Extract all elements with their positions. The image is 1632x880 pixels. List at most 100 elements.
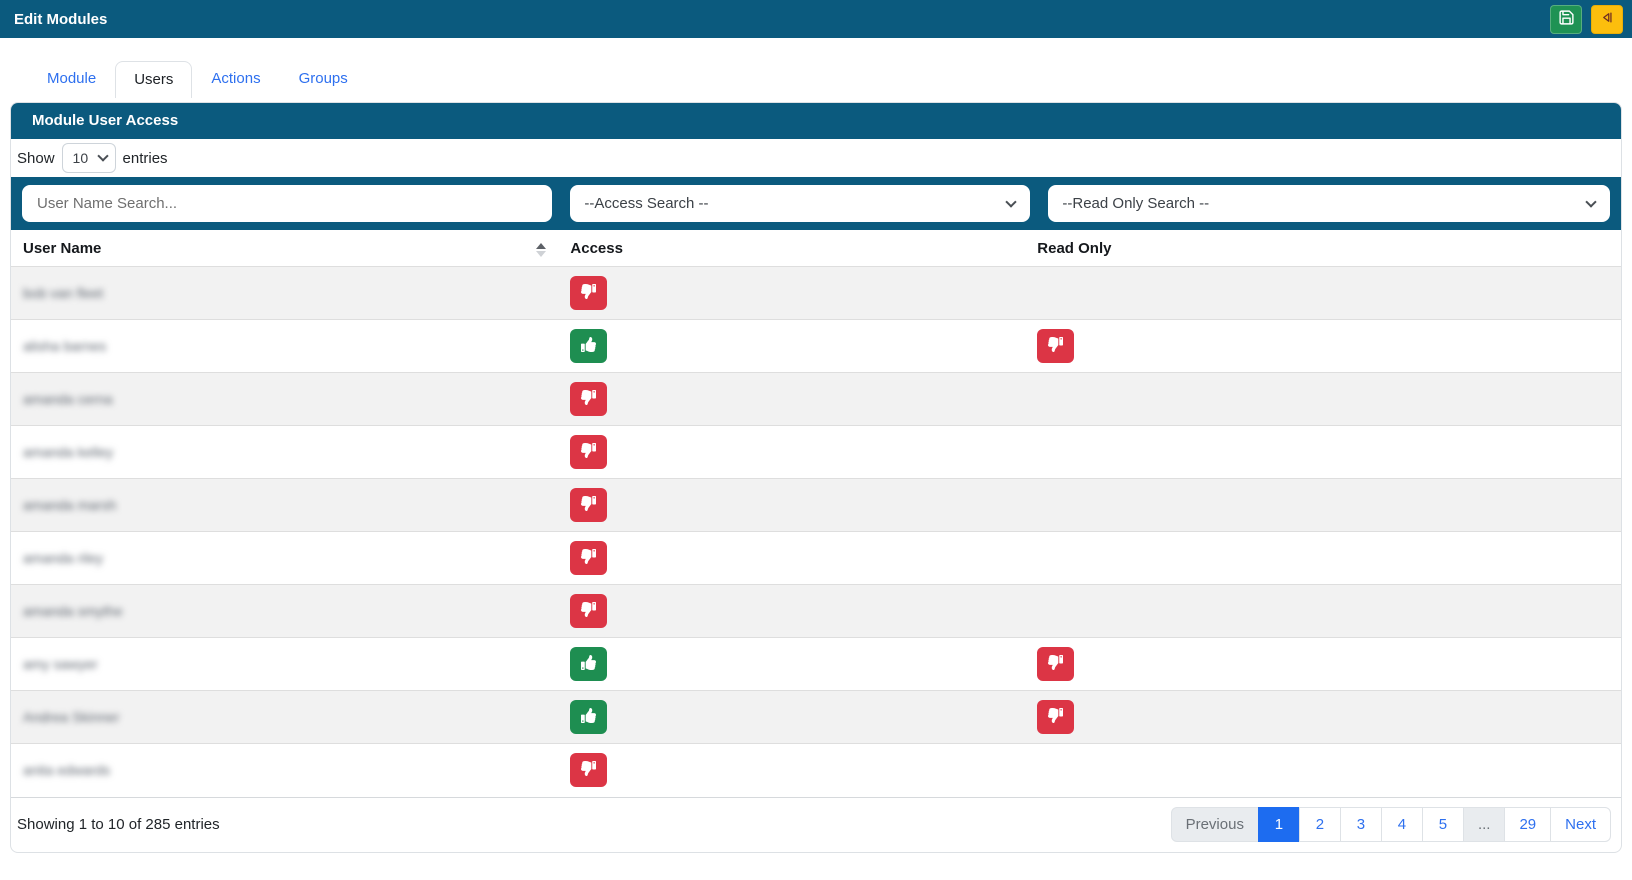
- access-cell: [558, 744, 1025, 797]
- page-length-control: Show 10 entries: [11, 139, 1621, 177]
- read-only-cell: [1025, 532, 1621, 585]
- filter-strip: --Access Search -- --Read Only Search --: [11, 177, 1621, 230]
- access-cell: [558, 373, 1025, 426]
- access-cell: [558, 426, 1025, 479]
- save-icon: [1558, 9, 1575, 29]
- table-row: amanda riley: [11, 531, 1621, 585]
- access-deny-button[interactable]: [570, 435, 608, 469]
- thumbs-down-icon: [581, 443, 597, 461]
- redacted-user-name: amanda smythe: [23, 602, 123, 619]
- user-name-cell: amanda kelley: [11, 426, 558, 479]
- page-title: Edit Modules: [14, 10, 108, 28]
- read-only-cell: [1025, 373, 1621, 426]
- entries-summary: Showing 1 to 10 of 285 entries: [17, 815, 220, 833]
- show-label: Show: [17, 149, 55, 167]
- tab-module[interactable]: Module: [47, 70, 97, 87]
- page-29[interactable]: 29: [1504, 806, 1552, 842]
- thumbs-down-icon: [581, 496, 597, 514]
- access-cell: [558, 479, 1025, 532]
- redacted-user-name: amanda riley: [23, 549, 104, 566]
- page-3[interactable]: 3: [1339, 806, 1382, 842]
- read-only-deny-button[interactable]: [1037, 700, 1075, 734]
- page-1[interactable]: 1: [1257, 806, 1300, 842]
- read-only-cell: [1025, 479, 1621, 532]
- read-only-deny-button[interactable]: [1037, 329, 1075, 363]
- user-name-search-input[interactable]: [22, 185, 553, 222]
- module-user-access-card: Module User Access Show 10 entries --Acc…: [10, 102, 1622, 853]
- access-cell: [558, 585, 1025, 638]
- access-allow-button[interactable]: [570, 700, 608, 734]
- save-button[interactable]: [1550, 4, 1582, 34]
- page-2[interactable]: 2: [1298, 806, 1341, 842]
- tab-bar: Module Users Actions Groups: [28, 60, 1632, 98]
- redacted-user-name: amanda kelley: [23, 443, 114, 460]
- access-cell: [558, 320, 1025, 373]
- table-row: anita edwards: [11, 743, 1621, 797]
- column-header-access[interactable]: Access: [570, 240, 623, 257]
- access-cell: [558, 267, 1025, 320]
- thumbs-down-icon: [581, 284, 597, 302]
- thumbs-down-icon: [581, 761, 597, 779]
- redacted-user-name: alisha barnes: [23, 337, 107, 354]
- column-header-read-only[interactable]: Read Only: [1037, 240, 1112, 257]
- read-only-deny-button[interactable]: [1037, 647, 1075, 681]
- user-name-cell: bob van fleet: [11, 267, 558, 320]
- skip-back-icon: [1600, 10, 1615, 28]
- redacted-user-name: bob van fleet: [23, 284, 104, 301]
- thumbs-down-icon: [581, 390, 597, 408]
- thumbs-down-icon: [1048, 655, 1064, 673]
- page-5[interactable]: 5: [1421, 806, 1464, 842]
- page-4[interactable]: 4: [1380, 806, 1423, 842]
- pagination: Previous 1 2 3 4 5... 29 Next: [1170, 806, 1611, 842]
- access-deny-button[interactable]: [570, 276, 608, 310]
- access-deny-button[interactable]: [570, 594, 608, 628]
- sort-asc-icon: [536, 243, 547, 257]
- thumbs-up-icon: [581, 708, 597, 726]
- read-only-search-select[interactable]: --Read Only Search --: [1048, 185, 1610, 222]
- access-allow-button[interactable]: [570, 329, 608, 363]
- access-allow-button[interactable]: [570, 647, 608, 681]
- table-row: Andrea Skinner: [11, 690, 1621, 744]
- card-title: Module User Access: [11, 103, 1621, 139]
- redacted-user-name: amanda cerna: [23, 390, 113, 407]
- tab-actions[interactable]: Actions: [211, 70, 261, 87]
- access-deny-button[interactable]: [570, 488, 608, 522]
- table-row: bob van fleet: [11, 266, 1621, 320]
- table-row: amanda marsh: [11, 478, 1621, 532]
- user-access-table: User Name Access Read Only bob van fleet…: [11, 230, 1621, 797]
- access-search-select[interactable]: --Access Search --: [570, 185, 1031, 222]
- redacted-user-name: Andrea Skinner: [23, 708, 120, 725]
- access-deny-button[interactable]: [570, 753, 608, 788]
- tab-groups[interactable]: Groups: [298, 70, 348, 87]
- access-cell: [558, 691, 1025, 744]
- read-only-cell: [1025, 638, 1621, 691]
- back-button[interactable]: [1591, 4, 1623, 34]
- page-length-select[interactable]: 10: [61, 143, 116, 173]
- redacted-user-name: amy sawyer: [23, 655, 98, 672]
- table-header-row: User Name Access Read Only: [11, 230, 1621, 267]
- redacted-user-name: amanda marsh: [23, 496, 117, 513]
- access-cell: [558, 638, 1025, 691]
- user-name-cell: amanda smythe: [11, 585, 558, 638]
- navbar-buttons: [1550, 4, 1623, 34]
- user-name-cell: anita edwards: [11, 744, 558, 797]
- page-next[interactable]: Next: [1550, 806, 1611, 842]
- thumbs-up-icon: [581, 655, 597, 673]
- read-only-cell: [1025, 426, 1621, 479]
- thumbs-down-icon: [1048, 337, 1064, 355]
- access-deny-button[interactable]: [570, 541, 608, 575]
- user-name-cell: amanda riley: [11, 532, 558, 585]
- table-footer: Showing 1 to 10 of 285 entries Previous 1…: [11, 796, 1621, 852]
- thumbs-down-icon: [581, 549, 597, 567]
- tab-users[interactable]: Users: [115, 61, 193, 98]
- user-name-cell: Andrea Skinner: [11, 691, 558, 744]
- column-header-user-name[interactable]: User Name: [11, 230, 558, 267]
- access-deny-button[interactable]: [570, 382, 608, 416]
- read-only-cell: [1025, 691, 1621, 744]
- read-only-cell: [1025, 320, 1621, 373]
- read-only-cell: [1025, 585, 1621, 638]
- redacted-user-name: anita edwards: [23, 761, 111, 778]
- user-name-cell: amanda marsh: [11, 479, 558, 532]
- user-name-cell: amy sawyer: [11, 638, 558, 691]
- table-row: amanda kelley: [11, 425, 1621, 479]
